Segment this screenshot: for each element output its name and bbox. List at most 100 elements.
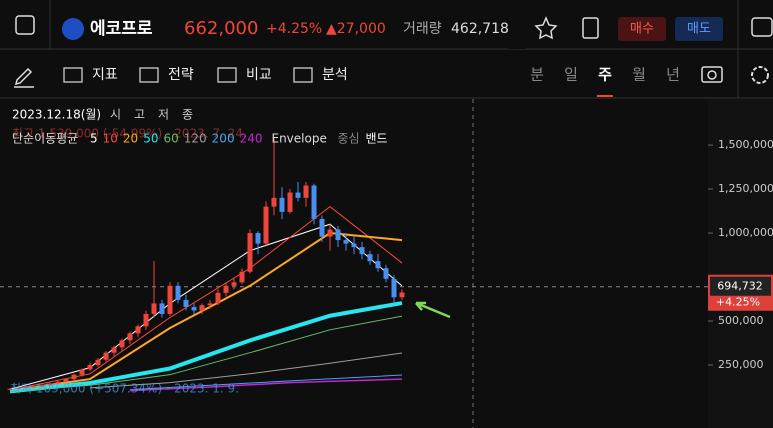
candle-body bbox=[303, 185, 309, 198]
candle-body bbox=[7, 388, 13, 390]
envelope-band: 밴드 bbox=[365, 132, 387, 146]
moving-average bbox=[9, 206, 403, 391]
y-tick-label: 500,000 bbox=[718, 314, 764, 327]
y-tick-label: 1,000,000 bbox=[718, 226, 773, 239]
tool-label: 전략 bbox=[168, 67, 194, 83]
moving-average bbox=[89, 352, 403, 389]
ohlc-label: 고 bbox=[134, 108, 145, 122]
candle-body bbox=[223, 285, 229, 293]
candle-body bbox=[383, 268, 389, 279]
y-tick-label: 250,000 bbox=[718, 358, 764, 371]
tool-icon[interactable] bbox=[63, 67, 83, 83]
candle-body bbox=[287, 192, 293, 212]
candle-body bbox=[87, 365, 93, 370]
candle-body bbox=[231, 282, 237, 286]
period-tab[interactable]: 년 bbox=[666, 66, 680, 84]
tool-label: 지표 bbox=[92, 67, 118, 83]
candle-body bbox=[47, 383, 53, 386]
candle-body bbox=[239, 271, 245, 283]
candle-body bbox=[103, 352, 109, 360]
candle-body bbox=[319, 218, 325, 237]
high-line: 최고 1,539,000 (-54.99%) - 2023. 7. 24. bbox=[12, 127, 247, 141]
draw-icon[interactable] bbox=[14, 67, 34, 88]
period-tab[interactable]: 일 bbox=[564, 66, 578, 84]
tool-icon[interactable] bbox=[139, 67, 159, 83]
tool-label: 분석 bbox=[322, 67, 348, 83]
sell-button[interactable] bbox=[675, 17, 723, 41]
tool-label: 비교 bbox=[246, 67, 272, 83]
candle-body bbox=[335, 229, 341, 241]
candle-body bbox=[15, 387, 21, 389]
candle-body bbox=[391, 278, 397, 298]
fade bbox=[508, 0, 526, 49]
moving-average bbox=[129, 378, 403, 392]
candle-body bbox=[215, 292, 221, 304]
envelope-center: 중심 bbox=[337, 132, 359, 146]
candle-body bbox=[111, 347, 117, 353]
candle-body bbox=[95, 359, 101, 366]
candle-body bbox=[271, 197, 277, 207]
candle-body bbox=[199, 305, 205, 311]
camera-icon[interactable] bbox=[701, 66, 723, 83]
candle-body bbox=[279, 197, 285, 212]
candle-body bbox=[39, 385, 45, 387]
camera-lens bbox=[707, 70, 717, 80]
y-axis-area bbox=[708, 99, 773, 428]
last-change-label: +4.25% bbox=[716, 296, 760, 309]
candle-body bbox=[375, 261, 381, 269]
y-tick-label: 1,250,000 bbox=[718, 182, 773, 195]
ohlc-label: 저 bbox=[158, 108, 169, 122]
stock-name: 에코프로 bbox=[90, 19, 153, 39]
price: 662,000 bbox=[184, 18, 258, 39]
moving-average bbox=[9, 301, 403, 394]
favorite-icon[interactable] bbox=[534, 16, 558, 40]
buy-button[interactable] bbox=[618, 17, 666, 41]
panel-icon[interactable] bbox=[751, 17, 773, 37]
candle-body bbox=[207, 303, 213, 306]
envelope-label: Envelope bbox=[271, 132, 326, 146]
period-tab[interactable]: 주 bbox=[598, 66, 612, 84]
candle-body bbox=[151, 303, 157, 314]
candle-body bbox=[311, 185, 317, 219]
ma-period: 60 bbox=[163, 132, 178, 146]
candle-body bbox=[23, 387, 29, 389]
ma-label: 단순이동평균 bbox=[12, 132, 78, 146]
candle-body bbox=[295, 192, 301, 198]
ma-period: 240 bbox=[240, 132, 263, 146]
ma-period: 50 bbox=[143, 132, 158, 146]
volume: 462,718 bbox=[451, 21, 509, 37]
moving-average bbox=[9, 315, 403, 393]
change: ▲27,000 bbox=[326, 21, 386, 37]
candle-body bbox=[255, 233, 261, 244]
period-tab[interactable]: 월 bbox=[632, 66, 646, 84]
change-pct: +4.25% bbox=[266, 21, 322, 37]
ma-period: 10 bbox=[103, 132, 118, 146]
annotation-arrow bbox=[415, 301, 451, 319]
candle-body bbox=[79, 369, 85, 375]
candle-body bbox=[359, 247, 365, 255]
memo-icon[interactable] bbox=[582, 17, 599, 39]
candle-body bbox=[55, 381, 61, 384]
settings-icon[interactable] bbox=[751, 66, 769, 84]
moving-average bbox=[129, 374, 403, 391]
low-line: 최저 109,000 (+507.34%) - 2023. 1. 9. bbox=[10, 382, 239, 396]
candle-body bbox=[367, 254, 373, 262]
tool-icon[interactable] bbox=[217, 67, 237, 83]
candle-body bbox=[183, 299, 189, 307]
buy-label: 매수 bbox=[630, 22, 654, 37]
sidebar-icon[interactable] bbox=[15, 15, 35, 35]
period-tab[interactable]: 분 bbox=[530, 66, 544, 84]
logo bbox=[62, 18, 84, 40]
candle-body bbox=[159, 303, 165, 314]
y-tick-label: 1,500,000 bbox=[718, 138, 773, 151]
sell-label: 매도 bbox=[687, 22, 711, 37]
volume-label: 거래량 bbox=[403, 21, 442, 37]
candle-body bbox=[263, 206, 269, 244]
tool-icon[interactable] bbox=[293, 67, 313, 83]
ma-period: 5 bbox=[90, 132, 98, 146]
ohlc-label: 시 bbox=[110, 108, 121, 122]
ma-period: 20 bbox=[123, 132, 138, 146]
